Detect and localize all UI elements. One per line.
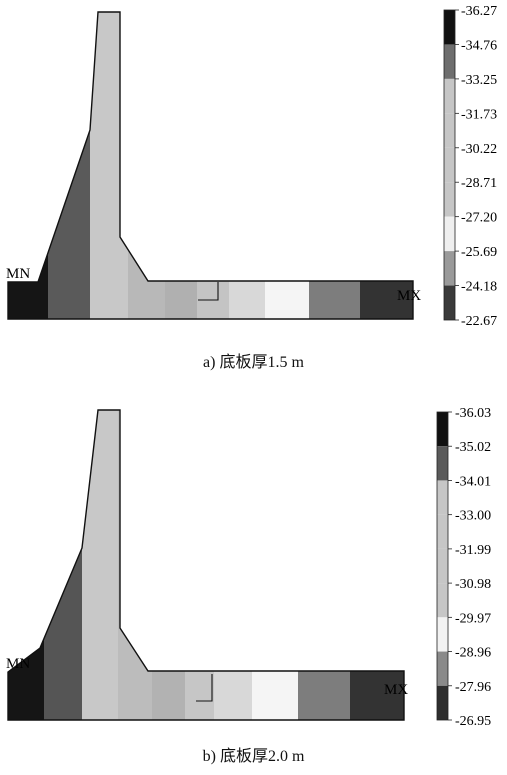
legend-swatch [444,285,455,320]
contour-band-3 [82,410,118,720]
legend-tick-label: -36.27 [461,4,497,19]
max-marker: MX [384,682,408,698]
legend-swatch [437,480,448,515]
contour-band-2 [44,410,82,720]
section-outline [7,409,405,721]
contour-band-8 [252,410,298,720]
caption-b: b) 底板厚2.0 m [202,748,305,765]
legend-tick-label: -26.95 [455,714,491,729]
legend-swatch [444,182,455,217]
min-marker: MN [6,266,30,282]
contour-boundary-line [196,674,213,702]
max-marker: MX [397,288,421,304]
contour-boundary-line [198,282,219,301]
legend-swatch [444,147,455,183]
legend-swatch [437,446,448,481]
legend-bar-frame [443,9,456,321]
legend-swatch [437,412,448,447]
contour-panel-a: MN MX -36.27 -34.76 -33.25 -31.73 -30.22 -28.71… [6,4,497,371]
contour-band-4 [128,12,165,319]
legend-tick-label: -27.20 [461,211,497,226]
contour-band-8 [265,12,309,319]
contour-plot-a: MN MX -36.27 -34.76 -33.25 -31.73 -30.22 -28.71… [6,4,497,329]
legend-tick-label: -33.00 [455,509,491,524]
contour-panel-b: MN MX -36.03 -35.02 -34.01 -33.00 -31.99 -30.98… [0,388,507,775]
legend-tick-label: -25.69 [461,245,497,260]
contour-band-10 [350,410,404,720]
legend-tick-label: -33.25 [461,73,497,88]
caption-a: a) 底板厚1.5 m [203,354,304,371]
contour-band-7 [229,12,265,319]
contour-plot-b: MN MX -36.03 -35.02 -34.01 -33.00 -31.99 -30.98… [6,406,491,729]
legend-swatch [437,617,448,652]
legend-tick-label: -28.71 [461,176,497,191]
legend-swatch [437,514,448,549]
contour-band-7 [214,410,252,720]
legend-swatch [437,548,448,584]
section-outline [7,11,414,320]
legend-swatch [444,10,455,45]
legend-tick-label: -31.99 [455,543,491,558]
contour-band-3 [90,12,128,319]
legend-swatch [437,651,448,686]
legend-tick-label: -34.76 [461,38,497,53]
contour-band-4 [118,410,152,720]
legend-tick-label: -24.18 [461,280,497,295]
legend-tick-label: -27.96 [455,680,491,695]
legend-tick-label: -30.98 [455,577,491,592]
contour-band-10 [360,12,413,319]
legend-swatch [444,78,455,114]
legend-bar-frame [436,411,449,721]
contour-band-5 [152,410,185,720]
legend-tick-label: -22.67 [461,314,497,329]
contour-band-6 [197,12,229,319]
legend-swatch [444,113,455,148]
legend-tick-label: -35.02 [455,440,491,455]
legend-swatch [437,583,448,618]
contour-band-9 [298,410,350,720]
legend-tick-label: -34.01 [455,474,491,489]
legend-swatch [444,251,455,286]
min-marker: MN [6,656,30,672]
contour-band-1 [8,12,48,319]
legend-swatch [437,685,448,720]
contour-band-1 [8,410,44,720]
contour-band-5 [165,12,197,319]
legend-tick-label: -31.73 [461,107,497,122]
legend-tick-label: -28.96 [455,646,491,661]
contour-band-9 [309,12,360,319]
legend-swatch [444,44,455,79]
contour-band-6 [185,410,214,720]
legend-tick-label: -30.22 [461,142,497,157]
legend-swatch [444,216,455,252]
legend-tick-label: -29.97 [455,611,491,626]
legend-tick-label: -36.03 [455,406,491,421]
contour-band-2 [48,12,90,319]
